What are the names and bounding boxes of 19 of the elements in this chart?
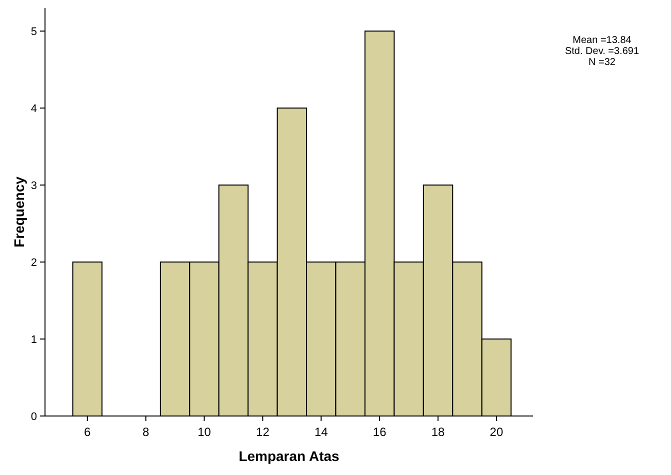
y-tick-label: 1 xyxy=(30,334,37,346)
x-tick-label: 6 xyxy=(84,425,92,439)
x-tick-label: 18 xyxy=(431,425,446,439)
x-tick-label: 12 xyxy=(256,425,270,439)
x-tick-label: 8 xyxy=(142,425,150,439)
x-tick-label: 10 xyxy=(198,425,212,439)
y-tick-label: 5 xyxy=(30,26,37,38)
x-axis-title: Lemparan Atas xyxy=(238,448,340,464)
text: Mean =13.84 xyxy=(572,35,632,46)
x-tick-label: 14 xyxy=(314,425,328,439)
y-tick-label: 2 xyxy=(30,257,37,270)
y-tick-label: 3 xyxy=(30,180,37,192)
y-axis-title: Frequency xyxy=(11,176,27,248)
y-tick-label: 0 xyxy=(30,411,37,423)
x-tick-label: 16 xyxy=(372,425,387,439)
x-tick-label: 20 xyxy=(490,425,504,439)
text: Std. Dev. =3.691 xyxy=(564,46,640,57)
text: N =32 xyxy=(588,57,616,68)
y-tick-label: 4 xyxy=(30,103,37,116)
